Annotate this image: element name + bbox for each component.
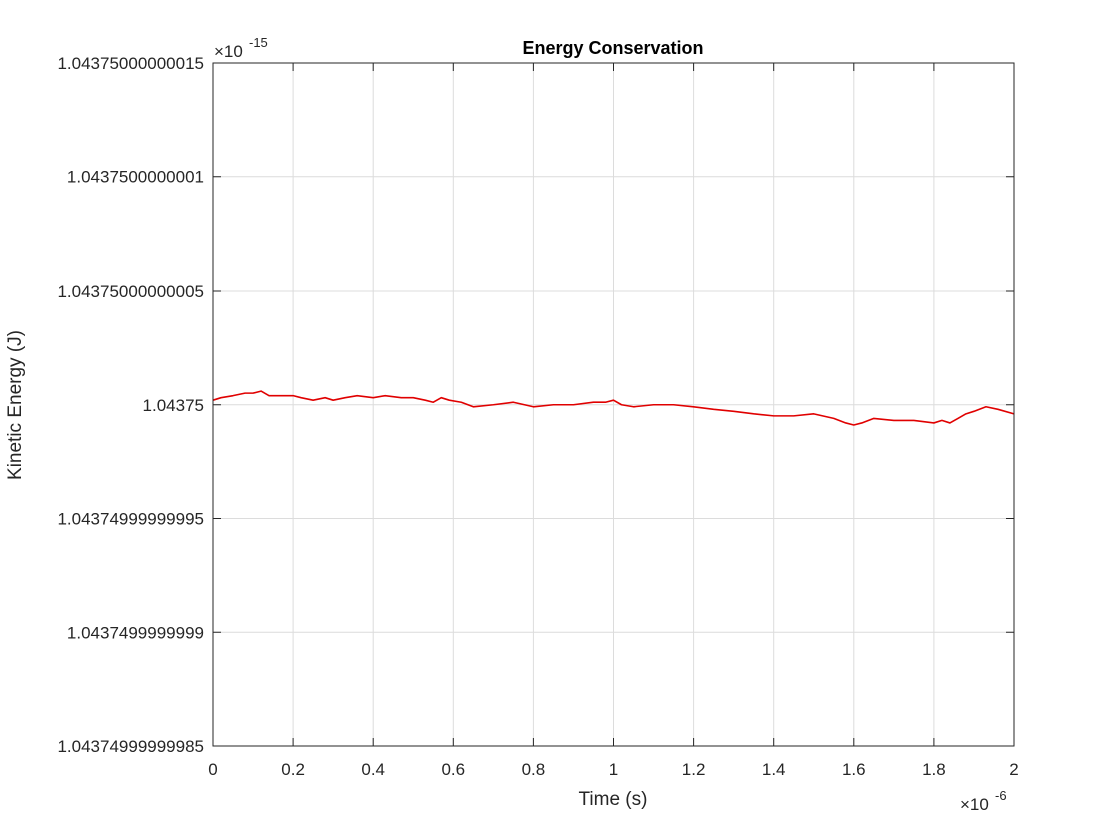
chart-title: Energy Conservation (522, 38, 703, 58)
y-exponent-label: ×10 -15 (214, 35, 268, 61)
x-tick-label: 0 (208, 760, 217, 779)
x-tick-label: 0.8 (522, 760, 546, 779)
x-tick-label: 0.2 (281, 760, 305, 779)
ticks: 0 0.2 0.4 0.6 0.8 1 1.2 1.4 1.6 1.8 2 1.04375000000… (57, 54, 1018, 779)
x-axis-label: Time (s) (579, 789, 648, 810)
x-exponent-base: ×10 (960, 795, 989, 814)
y-tick-label: 1.04375000000015 (57, 54, 204, 73)
x-tick-label: 1.4 (762, 760, 786, 779)
y-tick-label: 1.04374999999995 (57, 510, 204, 529)
y-tick-label: 1.04374999999985 (57, 737, 204, 756)
x-tick-label: 0.6 (441, 760, 465, 779)
x-exponent-label: ×10 -6 (960, 788, 1007, 814)
y-exponent-base: ×10 (214, 42, 243, 61)
series-line-0 (212, 390, 1015, 426)
x-tick-label: 1.6 (842, 760, 866, 779)
y-tick-label: 1.0437499999999 (67, 623, 204, 642)
series-layer (212, 390, 1015, 426)
x-tick-label: 1.8 (922, 760, 946, 779)
x-tick-label: 0.4 (361, 760, 385, 779)
y-tick-label: 1.04375 (143, 396, 204, 415)
y-tick-label: 1.0437500000001 (67, 168, 204, 187)
y-exponent-power: -15 (249, 35, 268, 50)
y-axis-label: Kinetic Energy (J) (5, 330, 26, 480)
x-exponent-power: -6 (995, 788, 1007, 803)
x-tick-label: 1.2 (682, 760, 706, 779)
x-tick-label: 1 (609, 760, 618, 779)
x-tick-label: 2 (1009, 760, 1018, 779)
y-tick-label: 1.04375000000005 (57, 282, 204, 301)
